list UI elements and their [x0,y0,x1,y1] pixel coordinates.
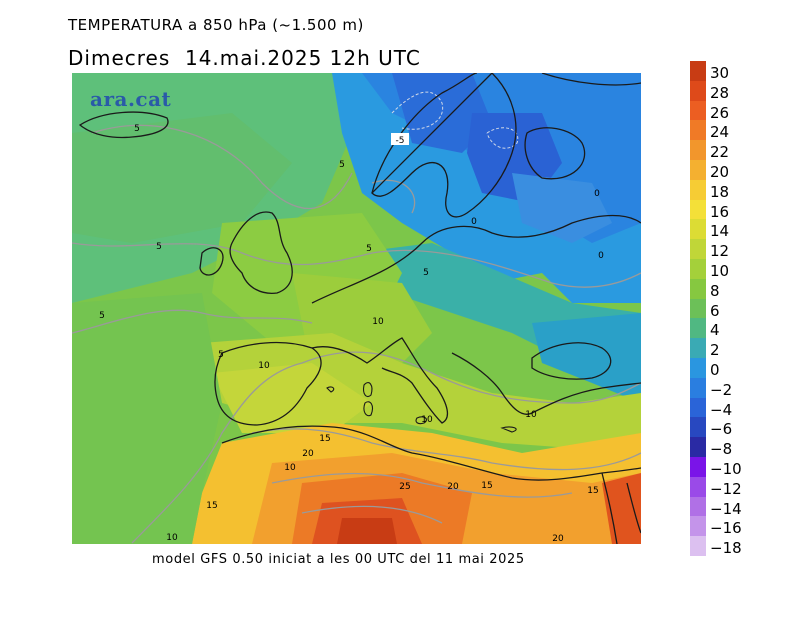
colorbar-label: −14 [710,499,742,518]
colorbar-label: 16 [710,202,730,221]
contour-label: 15 [319,434,330,444]
colorbar-swatch [690,536,706,557]
colorbar-label: 4 [710,321,720,340]
colorbar-swatch [690,199,706,220]
temperature-field: -5 5 5 5 5 5 5 0 0 0 10 10 5 10 10 15 20… [72,73,641,544]
colorbar-swatch [690,219,706,240]
colorbar-swatch [690,457,706,478]
contour-label: 5 [156,242,162,252]
contour-label: 0 [598,251,604,261]
colorbar-label: 10 [710,262,730,280]
contour-label: 15 [587,486,598,496]
colorbar-label: 30 [710,64,730,82]
contour-label: 10 [258,361,270,371]
colorbar-label: 12 [710,242,730,261]
contour-label: 10 [525,410,537,420]
contour-label: 0 [594,189,600,199]
colorbar-swatch [690,298,706,319]
contour-label: 20 [447,482,459,492]
colorbar-swatch [690,160,706,181]
model-info: model GFS 0.50 iniciat a les 00 UTC del … [152,552,525,567]
colorbar-label: −6 [710,420,733,439]
colorbar-swatch [690,259,706,280]
colorbar-label: −8 [710,440,733,459]
colorbar-swatch [690,61,706,82]
colorbar-swatch [690,377,706,399]
colorbar-label: 28 [710,83,730,102]
colorbar-label: 26 [710,103,730,122]
colorbar-swatch [690,239,706,260]
colorbar-label: −18 [710,539,742,558]
colorbar-swatch [690,80,706,102]
contour-label: 10 [421,415,433,425]
contour-labels: -5 5 5 5 5 5 5 0 0 0 10 10 5 10 10 15 20… [99,124,604,544]
contour-label: 5 [423,268,429,278]
colorbar-swatch [690,496,706,517]
colorbar-swatch [690,516,706,537]
colorbar-label: −4 [710,400,733,419]
colorbar-label: 6 [710,301,720,320]
contour-label: 15 [481,481,492,491]
colorbar-label: 20 [710,163,730,181]
temperature-map: -5 5 5 5 5 5 5 0 0 0 10 10 5 10 10 15 20… [72,73,641,544]
colorbar-label: 24 [710,123,730,142]
contour-label: 20 [552,534,564,544]
colorbar-label: 22 [710,143,730,162]
colorbar-swatch [690,358,706,379]
contour-label: 15 [206,501,217,511]
colorbar-label: −2 [710,380,733,399]
ara-cat-logo[interactable]: ara.cat [90,87,172,111]
colorbar-label: −10 [710,460,742,478]
temperature-colorbar: 30 28 26 24 22 20 18 16 14 12 10 8 6 4 2 0 −2 −4 −6 −8 −10 −1… [690,61,742,557]
colorbar-swatch [690,120,706,141]
contour-label: 10 [166,533,178,543]
colorbar-swatch [690,338,706,359]
colorbar-label: −12 [710,479,742,498]
contour-label: 5 [134,124,140,134]
colorbar-label: 0 [710,361,720,379]
contour-label: 25 [399,482,410,492]
colorbar-swatch [690,140,706,161]
colorbar-swatch [690,278,706,300]
colorbar-swatch [690,437,706,458]
map-title: TEMPERATURA a 850 hPa (~1.500 m) [68,16,364,34]
colorbar-swatch [690,476,706,498]
colorbar-label: 18 [710,182,730,201]
contour-label: 10 [372,317,384,327]
colorbar-swatch [690,318,706,339]
contour-label: 10 [284,463,296,473]
colorbar-swatch [690,417,706,438]
colorbar-label: 14 [710,222,730,241]
contour-label: 0 [471,217,477,227]
contour-label: 5 [366,244,372,254]
contour-label: 5 [339,160,345,170]
colorbar-label: 8 [710,281,720,300]
contour-label: 5 [99,311,105,321]
contour-label: 5 [218,350,224,360]
colorbar-label: −16 [710,519,742,538]
colorbar-label: 2 [710,341,720,360]
contour-label: 20 [302,449,314,459]
colorbar-swatch [690,179,706,201]
forecast-datetime: Dimecres 14.mai.2025 12h UTC [68,46,421,70]
colorbar-swatch [690,397,706,418]
colorbar-swatch [690,100,706,121]
contour-label: -5 [396,136,405,146]
